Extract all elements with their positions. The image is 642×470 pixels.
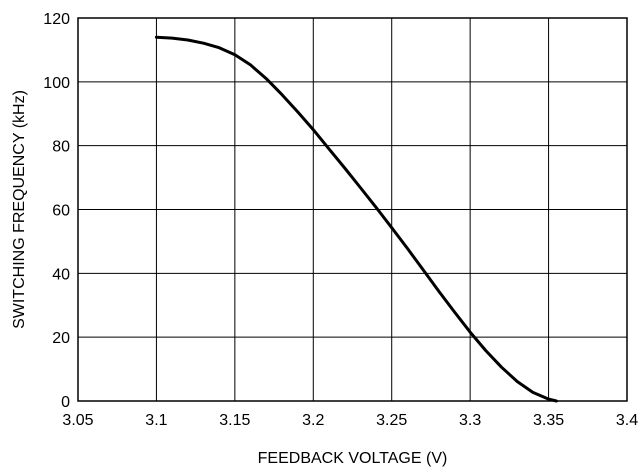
x-tick-label: 3.25 bbox=[376, 412, 407, 429]
x-tick-label: 3.15 bbox=[219, 412, 250, 429]
x-tick-label: 3.05 bbox=[62, 412, 93, 429]
y-tick-label: 20 bbox=[52, 330, 70, 347]
y-tick-label: 40 bbox=[52, 266, 70, 283]
x-axis-ticks: 3.05 3.1 3.15 3.2 3.25 3.3 3.35 3.4 bbox=[62, 412, 638, 429]
series-line-0 bbox=[154, 35, 558, 403]
x-axis-label: FEEDBACK VOLTAGE (V) bbox=[258, 450, 448, 467]
grid bbox=[78, 18, 627, 401]
x-tick-label: 3.2 bbox=[302, 412, 324, 429]
y-axis-ticks: 0 20 40 60 80 100 120 bbox=[43, 11, 70, 411]
y-tick-label: 60 bbox=[52, 203, 70, 220]
y-tick-label: 100 bbox=[43, 75, 70, 92]
y-tick-label: 0 bbox=[61, 394, 70, 411]
x-tick-label: 3.3 bbox=[459, 412, 481, 429]
x-tick-label: 3.35 bbox=[533, 412, 564, 429]
y-tick-label: 120 bbox=[43, 11, 70, 28]
x-tick-label: 3.1 bbox=[145, 412, 167, 429]
series-group bbox=[154, 35, 558, 403]
x-tick-label: 3.4 bbox=[616, 412, 638, 429]
y-tick-label: 80 bbox=[52, 139, 70, 156]
y-axis-label: SWITCHING FREQUENCY (kHz) bbox=[11, 90, 28, 329]
plot-frame bbox=[77, 17, 628, 402]
